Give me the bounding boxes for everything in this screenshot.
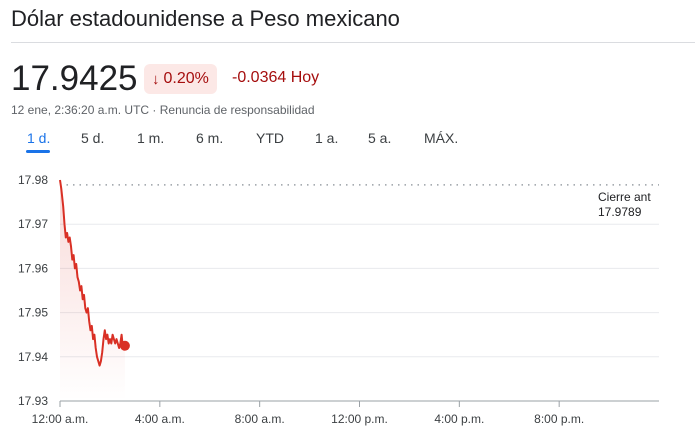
- price-area-fill: [60, 180, 125, 401]
- x-tick-label: 12:00 p.m.: [331, 412, 388, 426]
- y-tick-label: 17.96: [18, 261, 48, 275]
- x-tick-label: 4:00 a.m.: [135, 412, 185, 426]
- y-axis-labels: 17.98 17.97 17.96 17.95 17.94 17.93: [18, 173, 48, 408]
- tab-max[interactable]: MÁX.: [424, 130, 459, 146]
- page-title: Dólar estadounidense a Peso mexicano: [11, 6, 400, 31]
- price-line: [59, 179, 126, 367]
- chart-gridlines: [60, 223, 659, 358]
- previous-close-label: Cierre ant: [598, 190, 651, 204]
- x-tick-label: 8:00 p.m.: [534, 412, 584, 426]
- change-value: -0.0364 Hoy: [232, 69, 320, 86]
- current-price-dot: [119, 340, 130, 351]
- tab-5d[interactable]: 5 d.: [81, 130, 105, 146]
- y-tick-label: 17.98: [18, 173, 48, 187]
- header-divider: [11, 42, 695, 43]
- x-tick-label: 8:00 a.m.: [235, 412, 285, 426]
- disclaimer-link[interactable]: Renuncia de responsabilidad: [159, 103, 315, 117]
- y-tick-label: 17.95: [18, 306, 48, 320]
- previous-close-value: 17.9789: [598, 205, 642, 219]
- tab-5y[interactable]: 5 a.: [368, 130, 392, 146]
- tab-1d[interactable]: 1 d.: [27, 130, 51, 146]
- change-percent: 0.20%: [163, 70, 209, 87]
- arrow-down-icon: ↓: [152, 70, 160, 88]
- x-tick-label: 4:00 p.m.: [434, 412, 484, 426]
- selected-tab-indicator: [26, 150, 50, 153]
- tab-1m[interactable]: 1 m.: [137, 130, 165, 146]
- current-price: 17.9425: [11, 59, 138, 98]
- tab-6m[interactable]: 6 m.: [196, 130, 224, 146]
- quote-meta: 12 ene, 2:36:20 a.m. UTC · Renuncia de r…: [11, 103, 315, 117]
- range-tabs: 1 d. 5 d. 1 m. 6 m. YTD 1 a. 5 a. MÁX.: [0, 130, 695, 154]
- price-chart[interactable]: 17.98 17.97 17.96 17.95 17.94 17.93 Cierre an…: [0, 165, 695, 438]
- quote-timestamp: 12 ene, 2:36:20 a.m. UTC ·: [11, 103, 160, 117]
- change-percent-badge: ↓ 0.20%: [144, 64, 217, 94]
- y-tick-label: 17.94: [18, 350, 48, 364]
- x-tick-label: 12:00 a.m.: [32, 412, 89, 426]
- y-tick-label: 17.93: [18, 394, 48, 408]
- tab-1y[interactable]: 1 a.: [315, 130, 339, 146]
- x-axis-ticks: 12:00 a.m. 4:00 a.m. 8:00 a.m. 12:00 p.m. 4:…: [32, 401, 584, 426]
- tab-ytd[interactable]: YTD: [256, 130, 284, 146]
- y-tick-label: 17.97: [18, 217, 48, 231]
